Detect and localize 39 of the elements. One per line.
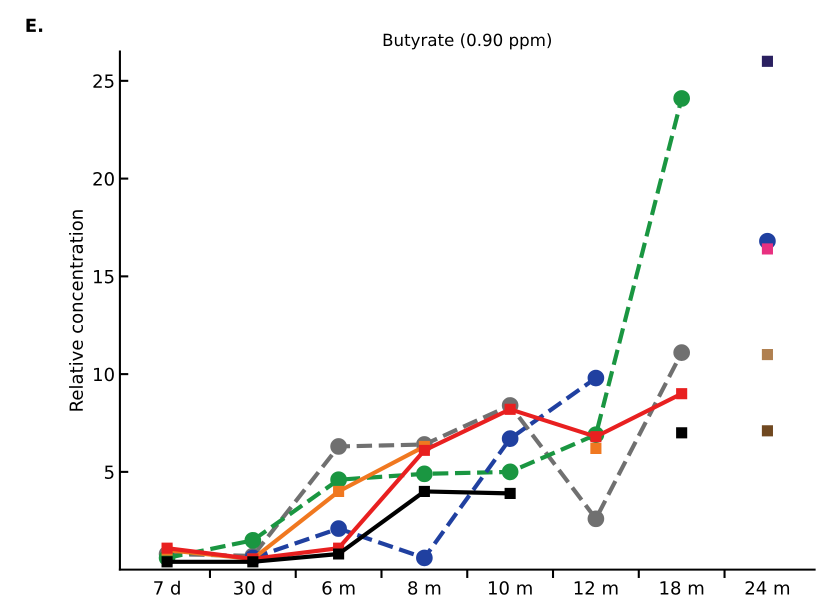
point [416,550,433,566]
point [418,444,430,456]
point [676,427,688,438]
y-tick-label: 15 [94,270,114,284]
point [588,370,604,386]
x-tick-label: 30 d [234,580,272,595]
point [502,464,518,480]
point [418,486,430,497]
y-tick-label: 5 [104,466,114,479]
point [502,430,518,447]
point [673,344,690,361]
y-tick-label: 10 [94,368,114,382]
point [590,442,602,454]
x-tick-label: 10 m [488,581,532,595]
y-tick-label: 20 [93,172,114,186]
x-tick-label: 18 m [660,581,704,595]
point [330,438,347,455]
chart-title: Butyrate (0.90 ppm) [384,33,551,50]
point [762,425,773,436]
point [333,548,344,560]
point [762,56,773,67]
point [416,466,433,482]
point [333,486,344,497]
x-tick-label: 6 m [322,581,354,595]
text: E. [26,18,42,32]
point [504,488,516,499]
point [676,388,688,400]
x-tick-label: 24 m [746,581,790,594]
point [588,510,604,528]
point [330,520,347,537]
x-tick-label: 12 m [574,581,618,594]
point [762,243,773,255]
point [673,90,690,107]
y-axis-title: Relative concentration [69,210,84,411]
point [762,349,773,360]
x-tick-label: 8 m [408,581,440,595]
point [244,532,262,549]
x-tick-label: 7 d [154,580,180,595]
y-tick-label: 25 [93,74,114,88]
